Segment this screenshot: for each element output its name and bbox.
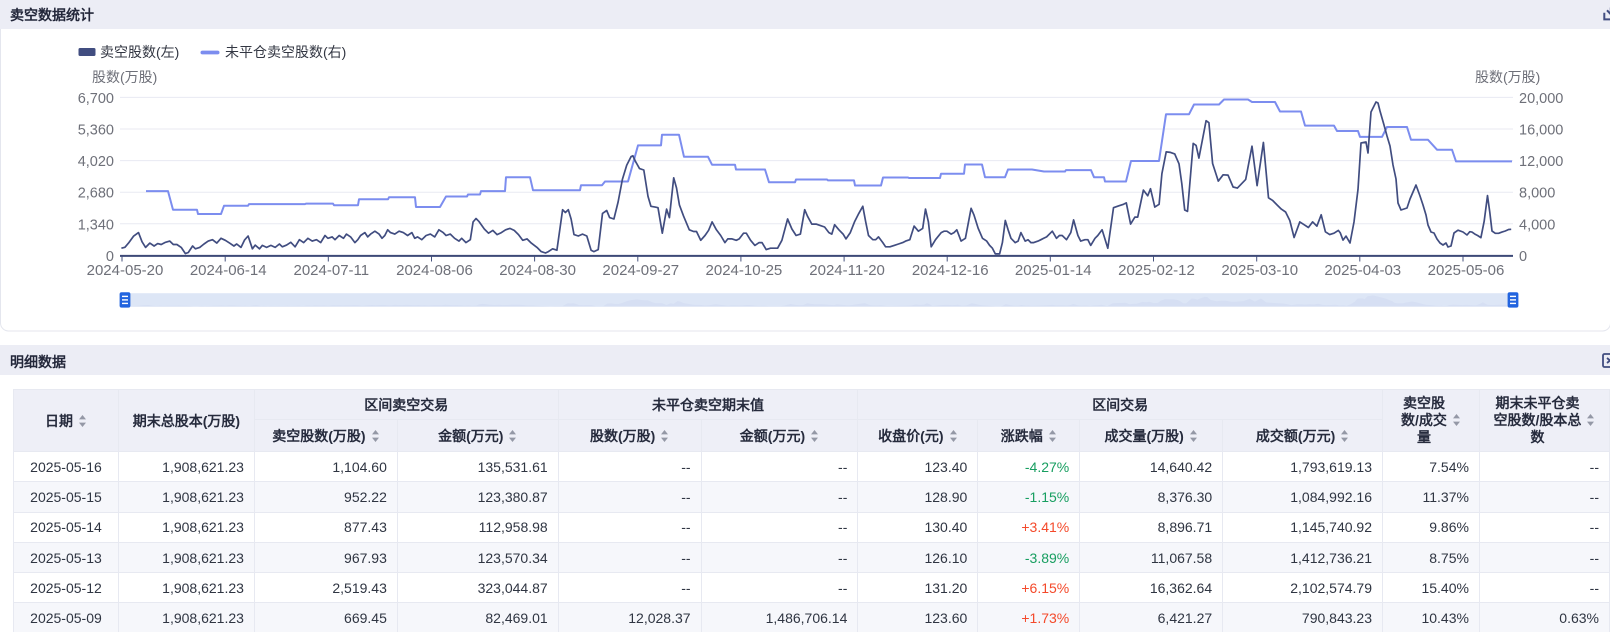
svg-text:12,000: 12,000 — [1519, 154, 1563, 170]
svg-text:2024-06-14: 2024-06-14 — [190, 262, 267, 279]
svg-text:6,700: 6,700 — [78, 91, 114, 107]
svg-text:2024-09-27: 2024-09-27 — [602, 262, 679, 279]
svg-text:8,000: 8,000 — [1519, 186, 1555, 202]
svg-text:2024-05-20: 2024-05-20 — [87, 262, 164, 279]
svg-text:2025-05-06: 2025-05-06 — [1428, 262, 1505, 279]
svg-text:2024-08-06: 2024-08-06 — [396, 262, 473, 279]
svg-text:4,000: 4,000 — [1519, 217, 1555, 233]
svg-text:2024-10-25: 2024-10-25 — [706, 262, 783, 279]
svg-text:2024-12-16: 2024-12-16 — [912, 262, 989, 279]
svg-text:2024-11-20: 2024-11-20 — [809, 262, 885, 279]
svg-text:2025-02-12: 2025-02-12 — [1118, 262, 1195, 279]
svg-text:0: 0 — [106, 249, 114, 265]
svg-text:2024-08-30: 2024-08-30 — [499, 262, 576, 279]
svg-text:1,340: 1,340 — [78, 217, 114, 233]
svg-text:20,000: 20,000 — [1519, 91, 1563, 107]
svg-text:2,680: 2,680 — [78, 186, 114, 202]
svg-text:2025-04-03: 2025-04-03 — [1324, 262, 1401, 279]
svg-text:股数(万股): 股数(万股) — [1475, 69, 1540, 85]
svg-text:0: 0 — [1519, 249, 1527, 265]
svg-text:5,360: 5,360 — [78, 123, 114, 139]
svg-text:卖空数据统计: 卖空数据统计 — [10, 7, 94, 23]
svg-text:2025-01-14: 2025-01-14 — [1015, 262, 1092, 279]
svg-text:卖空股数(左): 卖空股数(左) — [100, 44, 179, 60]
svg-text:未平仓卖空股数(右): 未平仓卖空股数(右) — [225, 44, 346, 60]
svg-text:股数(万股): 股数(万股) — [92, 69, 157, 85]
svg-text:2024-07-11: 2024-07-11 — [293, 262, 369, 279]
svg-text:2025-03-10: 2025-03-10 — [1221, 262, 1298, 279]
svg-text:16,000: 16,000 — [1519, 123, 1563, 139]
svg-text:4,020: 4,020 — [78, 154, 114, 170]
